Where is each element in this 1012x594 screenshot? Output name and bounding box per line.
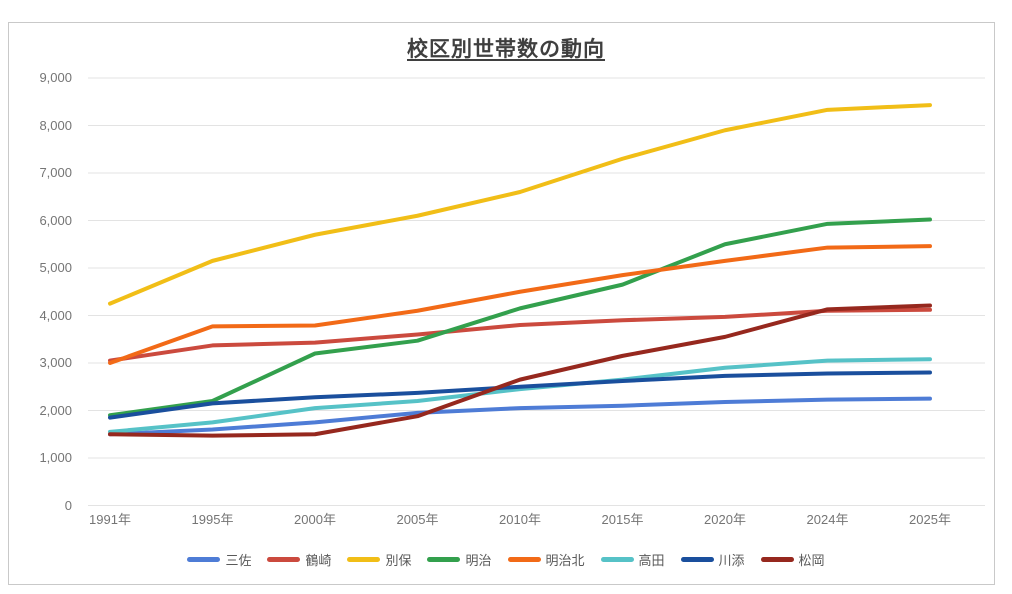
x-axis-tick-label: 2000年 — [294, 512, 336, 527]
legend-label: 高田 — [638, 553, 665, 568]
y-axis-tick-label: 4,000 — [39, 307, 72, 323]
legend-label: 川添 — [718, 553, 745, 568]
series-line-5 — [108, 357, 932, 434]
y-axis-tick-label: 3,000 — [39, 355, 72, 370]
x-axis-tick-label: 2010年 — [499, 512, 541, 527]
legend-label: 三佐 — [225, 553, 252, 568]
legend-label: 明治北 — [545, 553, 585, 568]
x-axis-tick-label: 2024年 — [806, 512, 849, 527]
series-line-6 — [108, 370, 932, 420]
legend-item-3: 明治 — [427, 550, 492, 569]
x-axis-tick-label: 2005年 — [396, 512, 439, 527]
legend-swatch-icon — [347, 557, 381, 562]
series-line-2 — [108, 103, 932, 306]
legend-item-4: 明治北 — [507, 550, 585, 569]
legend-label: 明治 — [465, 553, 492, 568]
legend-item-2: 別保 — [347, 550, 411, 569]
series-line-4 — [108, 244, 932, 365]
x-axis-tick-label: 2020年 — [704, 512, 746, 527]
legend-swatch-icon — [680, 557, 714, 562]
legend-swatch-icon — [600, 557, 634, 562]
legend-label: 松岡 — [798, 553, 825, 568]
legend-swatch-icon — [187, 557, 221, 562]
series-line-1 — [108, 307, 932, 363]
series-line-7 — [108, 303, 932, 438]
legend-swatch-icon — [427, 557, 461, 562]
x-axis-tick-label: 1991年 — [89, 512, 131, 527]
legend-item-6: 川添 — [680, 550, 745, 569]
y-axis-tick-label: 8,000 — [39, 117, 72, 133]
chart-legend: 三佐 鶴崎 別保 明治 明治北 高田 川添 松岡 — [0, 550, 1012, 569]
legend-swatch-icon — [267, 557, 301, 562]
series-line-3 — [108, 217, 932, 418]
y-axis-tick-label: 6,000 — [39, 212, 72, 228]
legend-label: 鶴崎 — [305, 553, 332, 568]
y-axis-tick-label: 9,000 — [39, 70, 72, 85]
y-axis-tick-label: 2,000 — [39, 402, 72, 418]
y-axis-tick-label: 0 — [64, 497, 72, 513]
y-axis-tick-label: 7,000 — [39, 165, 72, 180]
series-line-0 — [108, 396, 932, 437]
chart-title: 校区別世帯数の動向 — [407, 38, 605, 61]
y-axis-tick-label: 5,000 — [39, 260, 72, 275]
legend-label: 別保 — [385, 553, 412, 568]
legend-item-0: 三佐 — [187, 550, 251, 569]
legend-item-5: 高田 — [600, 550, 665, 569]
legend-swatch-icon — [760, 557, 794, 562]
x-axis-tick-label: 1995年 — [191, 512, 234, 527]
legend-item-7: 松岡 — [760, 550, 825, 569]
y-axis-tick-label: 1,000 — [39, 450, 72, 465]
x-axis-tick-label: 2015年 — [601, 512, 644, 527]
x-axis-tick-label: 2025年 — [909, 512, 951, 527]
legend-item-1: 鶴崎 — [267, 550, 331, 569]
legend-swatch-icon — [507, 557, 541, 562]
